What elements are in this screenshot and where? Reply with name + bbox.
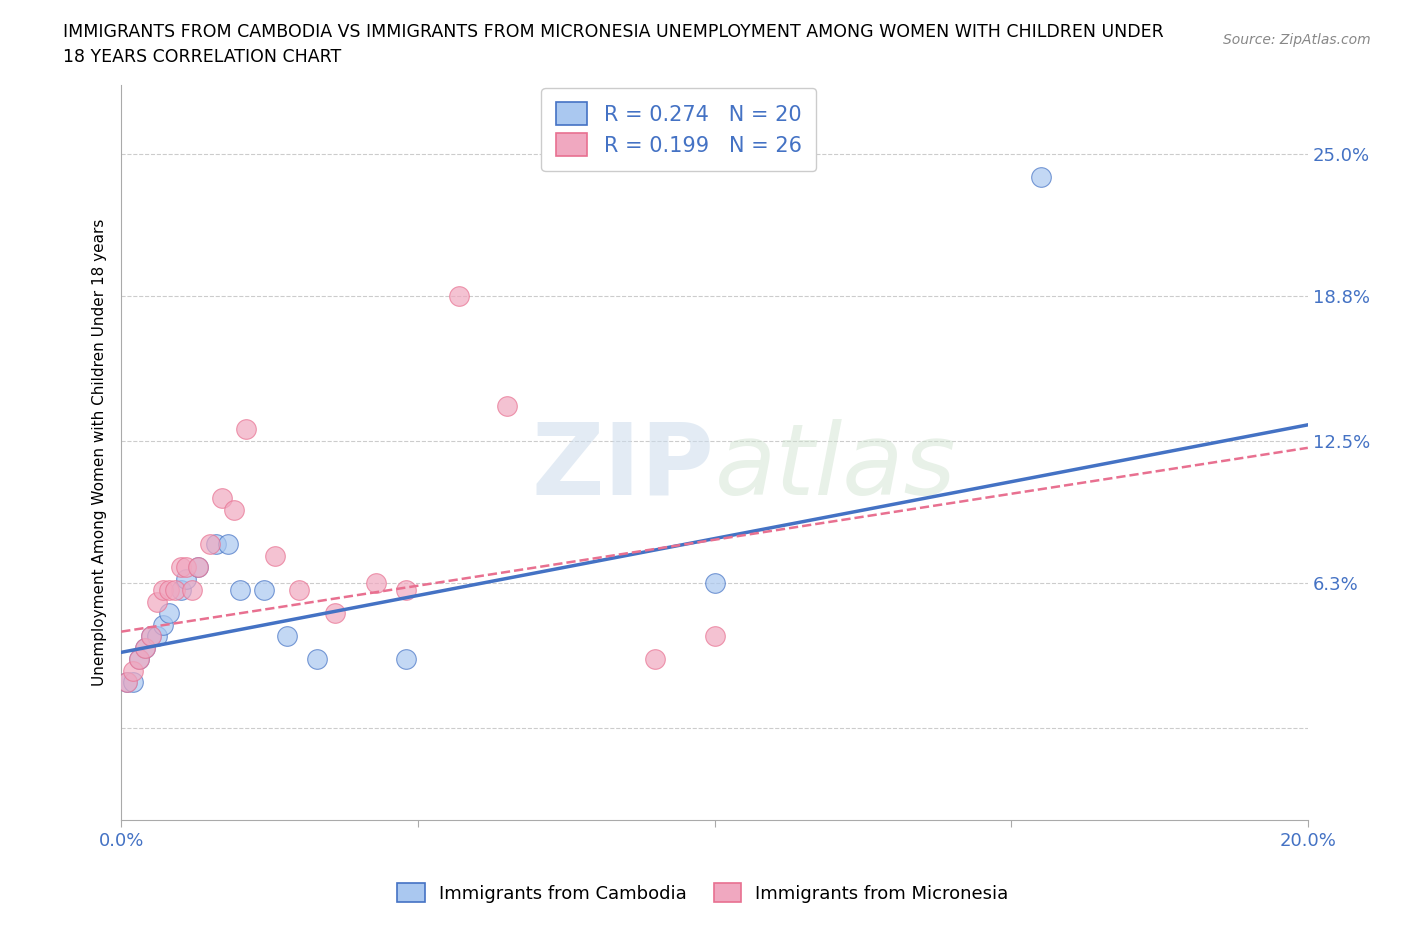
Point [146,629,169,644]
Point [152,583,174,598]
Point [495,399,517,414]
Text: Source: ZipAtlas.com: Source: ZipAtlas.com [1223,33,1371,46]
Point [211,491,233,506]
Point [252,583,274,598]
Point [176,560,198,575]
Legend: R = 0.274   N = 20, R = 0.199   N = 26: R = 0.274 N = 20, R = 0.199 N = 26 [541,87,817,171]
Point [187,560,209,575]
Point [128,652,150,667]
Text: ZIP: ZIP [531,418,714,515]
Point [229,583,252,598]
Text: atlas: atlas [714,418,956,515]
Point [146,594,169,609]
Point [200,537,222,551]
Point [157,605,180,620]
Point [163,583,186,598]
Point [181,583,204,598]
Point [128,652,150,667]
Point [395,583,418,598]
Point [139,629,162,644]
Point [134,641,156,656]
Point [217,537,239,551]
Point [122,675,145,690]
Text: 18 YEARS CORRELATION CHART: 18 YEARS CORRELATION CHART [63,48,342,66]
Point [169,583,191,598]
Point [644,652,666,667]
Point [288,583,311,598]
Point [305,652,328,667]
Point [703,576,725,591]
Point [264,549,287,564]
Point [703,629,725,644]
Point [222,502,245,517]
Legend: Immigrants from Cambodia, Immigrants from Micronesia: Immigrants from Cambodia, Immigrants fro… [391,875,1015,910]
Point [235,422,257,437]
Point [115,675,138,690]
Point [122,663,145,678]
Point [157,583,180,598]
Point [176,571,198,586]
Point [395,652,418,667]
Point [115,675,138,690]
Point [139,629,162,644]
Y-axis label: Unemployment Among Women with Children Under 18 years: Unemployment Among Women with Children U… [93,219,107,686]
Point [366,576,388,591]
Point [1029,169,1052,184]
Point [449,288,471,303]
Point [276,629,298,644]
Point [187,560,209,575]
Point [169,560,191,575]
Point [323,605,346,620]
Point [134,641,156,656]
Point [152,618,174,632]
Point [205,537,228,551]
Text: IMMIGRANTS FROM CAMBODIA VS IMMIGRANTS FROM MICRONESIA UNEMPLOYMENT AMONG WOMEN : IMMIGRANTS FROM CAMBODIA VS IMMIGRANTS F… [63,23,1164,41]
